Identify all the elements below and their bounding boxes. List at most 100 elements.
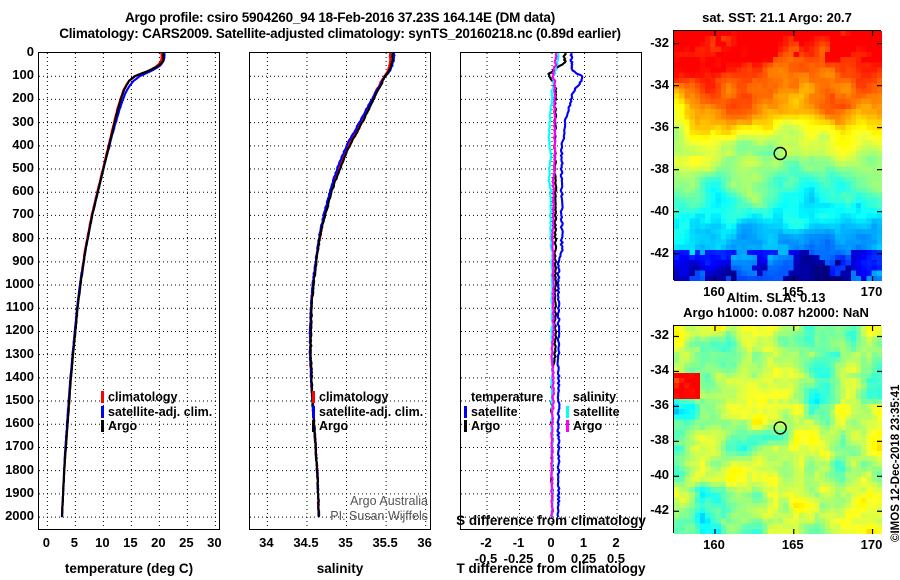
legend-swatch-spacer <box>464 391 467 403</box>
y-tick-300: 300 <box>12 113 34 129</box>
title-line-2: Climatology: CARS2009. Satellite-adjuste… <box>59 26 621 41</box>
y-tick-400: 400 <box>12 136 34 152</box>
temperature-legend: climatology satellite-adj. clim. Argo <box>101 390 212 434</box>
legend-label-climatology: climatology <box>319 390 389 404</box>
salinity-axis-label: salinity <box>316 561 364 576</box>
y-tick-1500: 1500 <box>5 392 34 408</box>
map-y-tick--32: -32 <box>650 34 669 50</box>
legend-item-satellite-adj: satellite-adj. clim. <box>101 405 212 420</box>
x-tick-30: 30 <box>207 535 222 550</box>
sla-map-title: Altim. SLA: 0.13 Argo h1000: 0.087 h2000… <box>660 290 892 320</box>
legend-swatch-argo <box>101 420 104 433</box>
legend-item-t-argo: Argo <box>464 419 543 434</box>
legend-swatch-s-satellite <box>566 405 569 418</box>
legend-item-climatology: climatology <box>101 390 212 405</box>
legend-item-t-satellite: satellite <box>464 405 543 420</box>
s-tick-0p5: 0.5 <box>606 551 626 566</box>
y-tick-1300: 1300 <box>5 345 34 361</box>
y-tick-1600: 1600 <box>5 415 34 431</box>
legend-swatch-t-argo <box>464 420 467 433</box>
legend-label-t-argo: Argo <box>471 419 501 433</box>
map-y-tick--34: -34 <box>650 362 669 378</box>
map-x-tick-160: 160 <box>703 284 725 299</box>
map-x-tick-165: 165 <box>781 537 804 552</box>
salinity-legend: climatology satellite-adj. clim. Argo <box>312 390 423 434</box>
title-line-1: Argo profile: csiro 5904260_94 18-Feb-20… <box>124 10 556 25</box>
legend-swatch-t-satellite <box>464 405 467 418</box>
legend-swatch-s-argo <box>566 420 569 433</box>
map-y-tick--38: -38 <box>650 160 669 176</box>
difference-legend-salinity: salinity satellite Argo <box>566 390 620 434</box>
y-tick-200: 200 <box>12 90 34 106</box>
legend-swatch-satellite-adj <box>101 405 104 418</box>
map-x-tick-170: 170 <box>860 284 883 299</box>
map-x-tick-165: 165 <box>781 284 804 299</box>
x-tick-0: 0 <box>42 535 50 550</box>
t-tick-0: 0 <box>547 535 555 550</box>
map-y-tick--40: -40 <box>650 467 669 483</box>
map-y-tick--34: -34 <box>650 76 669 92</box>
x-tick-5: 5 <box>70 535 78 550</box>
imos-watermark: ©IMOS 12-Dec-2018 23:35:41 <box>890 384 900 542</box>
legend-item-argo: Argo <box>101 419 212 434</box>
map-y-tick--36: -36 <box>650 397 669 413</box>
legend-item-argo: Argo <box>312 419 423 434</box>
legend-header-salinity: salinity <box>566 390 620 405</box>
y-tick-900: 900 <box>12 252 34 268</box>
map-x-tick-170: 170 <box>860 537 883 552</box>
y-tick-800: 800 <box>12 229 34 245</box>
legend-swatch-spacer <box>566 391 569 403</box>
t-tick-2: 2 <box>612 535 620 550</box>
y-tick-2000: 2000 <box>5 508 34 524</box>
y-tick-1700: 1700 <box>5 438 34 454</box>
s-difference-axis-label: S difference from climatology <box>456 513 646 528</box>
legend-label-salinity-header: salinity <box>573 390 617 404</box>
difference-plot-panel <box>460 52 643 531</box>
t-tick-1: 1 <box>579 535 588 550</box>
s-tick-0: 0 <box>547 551 555 566</box>
x-tick-36: 36 <box>417 535 432 550</box>
legend-swatch-argo <box>312 420 315 433</box>
legend-item-s-argo: Argo <box>566 419 620 434</box>
s-tick-0p25: 0.25 <box>570 551 597 566</box>
sla-map-title-line-1: Altim. SLA: 0.13 <box>726 290 826 305</box>
float-position-marker <box>773 146 787 161</box>
x-tick-20: 20 <box>151 535 166 550</box>
y-tick-1900: 1900 <box>5 484 34 500</box>
legend-label-satellite-adj: satellite-adj. clim. <box>319 404 424 419</box>
legend-label-temperature-header: temperature <box>471 390 544 404</box>
x-tick-35: 35 <box>338 535 353 550</box>
y-tick-700: 700 <box>12 206 34 222</box>
sla-map-title-line-2: Argo h1000: 0.087 h2000: NaN <box>683 305 869 320</box>
map-y-tick--32: -32 <box>650 327 669 343</box>
legend-swatch-satellite-adj <box>312 405 315 418</box>
sst-map-panel <box>673 30 882 281</box>
x-tick-34: 34 <box>259 535 274 550</box>
credit-block: Argo Australia PI: Susan Wijffels <box>280 494 428 524</box>
sst-map-title: sat. SST: 21.1 Argo: 20.7 <box>702 10 852 25</box>
temperature-axis-label: temperature (deg C) <box>64 561 194 576</box>
y-tick-1400: 1400 <box>5 368 34 384</box>
y-tick-600: 600 <box>12 183 34 199</box>
legend-label-argo: Argo <box>108 419 138 433</box>
credit-line-1: Argo Australia <box>350 494 428 508</box>
map-y-tick--36: -36 <box>650 118 669 134</box>
legend-label-s-argo: Argo <box>573 419 603 433</box>
legend-label-s-satellite: satellite <box>573 404 620 419</box>
legend-label-t-satellite: satellite <box>471 404 518 419</box>
map-y-tick--42: -42 <box>650 502 669 518</box>
x-tick-10: 10 <box>95 535 110 550</box>
legend-swatch-climatology <box>312 391 315 404</box>
map-x-tick-160: 160 <box>703 537 725 552</box>
map-y-tick--42: -42 <box>650 244 669 260</box>
s-tick-m0p25: -0.25 <box>503 551 534 566</box>
legend-item-satellite-adj: satellite-adj. clim. <box>312 405 423 420</box>
t-difference-axis-label: T difference from climatology <box>456 561 646 576</box>
t-tick-m1: -1 <box>512 535 525 550</box>
legend-label-satellite-adj: satellite-adj. clim. <box>108 404 213 419</box>
x-tick-34p5: 34.5 <box>293 535 319 550</box>
legend-swatch-climatology <box>101 391 104 404</box>
x-tick-15: 15 <box>123 535 138 550</box>
t-tick-m2: -2 <box>480 535 492 550</box>
legend-header-temperature: temperature <box>464 390 543 405</box>
